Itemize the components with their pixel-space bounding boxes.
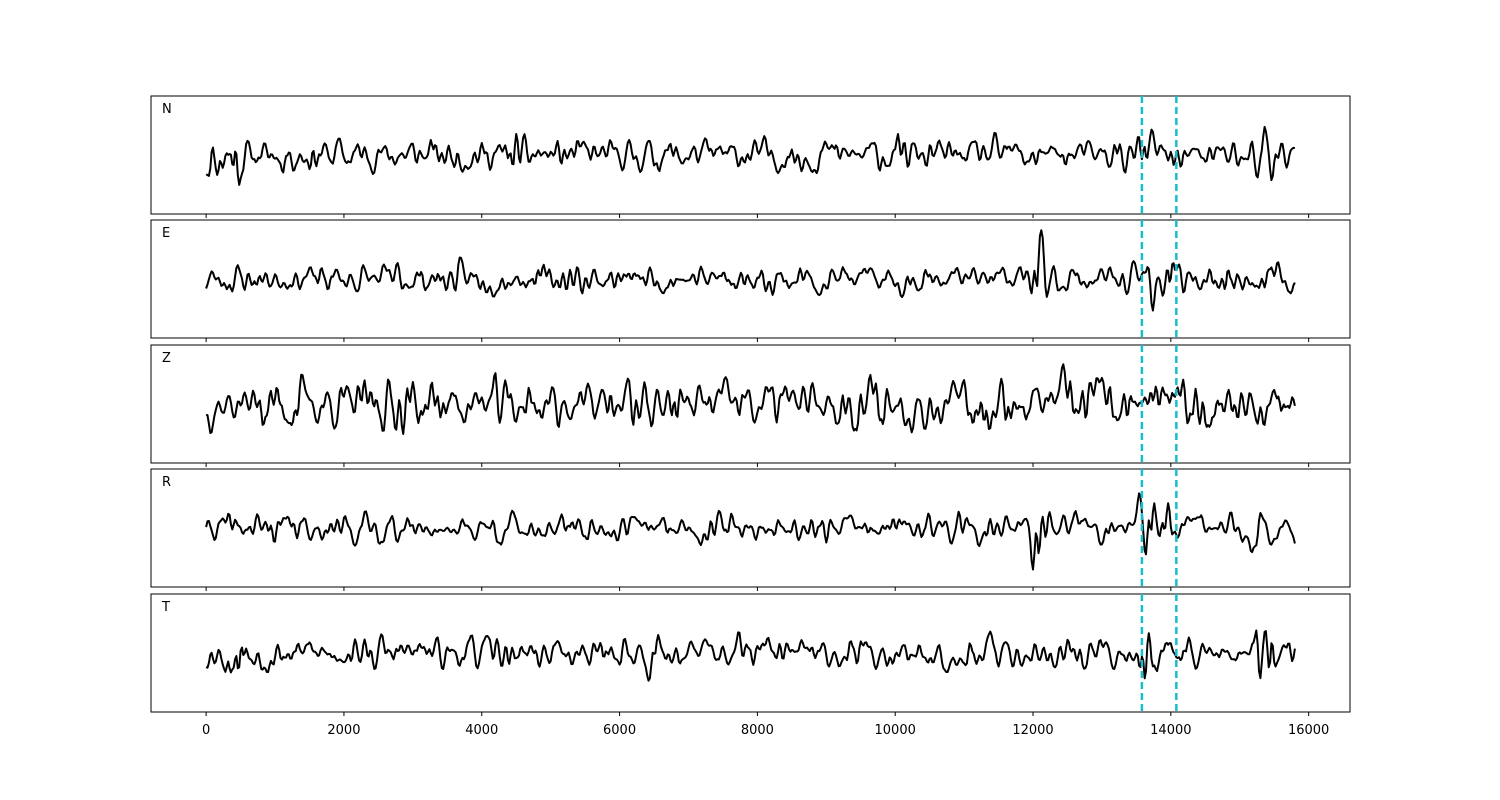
- x-tick-label: 8000: [741, 723, 774, 738]
- waveform-line: [205, 492, 1296, 571]
- waveform-line: [205, 125, 1296, 186]
- x-tick-label: 6000: [603, 723, 636, 738]
- x-tick-label: 10000: [875, 723, 916, 738]
- panel-label: E: [162, 226, 170, 241]
- x-tick-label: 2000: [327, 723, 360, 738]
- panel-label: R: [162, 475, 171, 490]
- x-tick-label: 12000: [1012, 723, 1053, 738]
- panel-r: R: [150, 468, 1351, 591]
- panel-label: Z: [162, 351, 171, 366]
- panels: N E Z R T: [150, 95, 1351, 716]
- x-tick-label: 14000: [1150, 723, 1191, 738]
- waveform-line: [205, 363, 1296, 435]
- panel-label: N: [162, 102, 172, 117]
- x-tick-label: 16000: [1288, 723, 1329, 738]
- panel-z: Z: [150, 344, 1351, 467]
- waveform-line: [205, 629, 1296, 682]
- x-tick-label: 4000: [465, 723, 498, 738]
- x-axis: 0 2000 4000 6000 8000 10000 12000 14000 16000: [202, 723, 1329, 738]
- panel-n: N: [150, 95, 1351, 218]
- panel-frame: [150, 95, 1351, 215]
- panel-t: T: [150, 593, 1351, 716]
- x-tick-label: 0: [202, 723, 210, 738]
- panel-label: T: [161, 600, 170, 615]
- waveform-line: [205, 229, 1296, 312]
- panel-e: E: [150, 219, 1351, 342]
